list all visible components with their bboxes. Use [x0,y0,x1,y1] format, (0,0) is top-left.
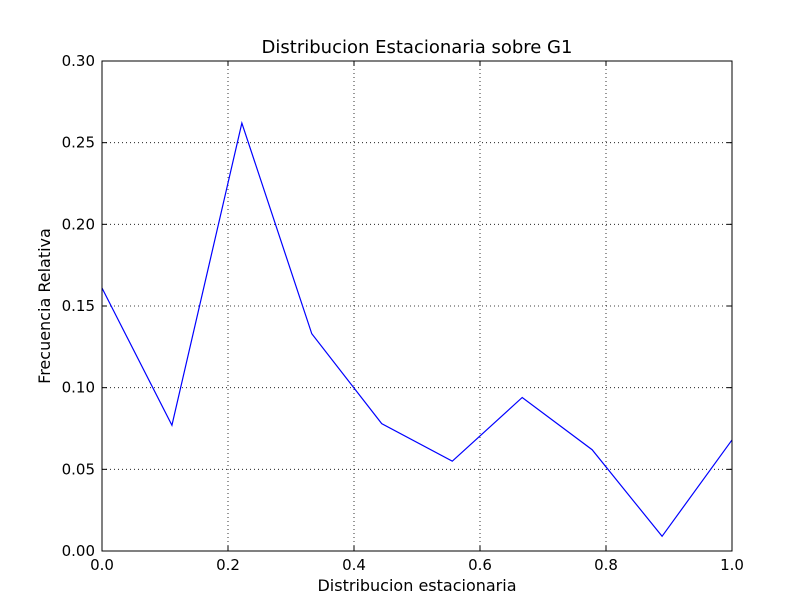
x-axis-label: Distribucion estacionaria [317,576,516,595]
axis-tick-labels: 0.0 0.2 0.4 0.6 0.8 1.0 0.00 0.05 0.10 0.15 0.20 0.… [62,52,744,574]
chart-title: Distribucion Estacionaria sobre G1 [262,37,573,58]
series-layer [101,120,733,538]
y-tick-label: 0.20 [62,215,95,233]
x-tick-label: 0.4 [342,556,366,574]
y-tick-label: 0.15 [62,297,95,315]
y-tick-label: 0.05 [62,460,95,478]
y-axis-label: Frecuencia Relativa [35,228,54,384]
x-tick-label: 1.0 [720,556,744,574]
y-tick-label: 0.00 [62,542,95,560]
y-tick-label: 0.25 [62,134,95,152]
series-line [101,120,733,538]
x-tick-label: 0.0 [90,556,114,574]
x-tick-label: 0.2 [216,556,240,574]
y-tick-label: 0.10 [62,379,95,397]
x-tick-label: 0.8 [594,556,618,574]
axis-ticks [101,60,733,552]
y-tick-label: 0.30 [62,52,95,70]
x-tick-label: 0.6 [468,556,492,574]
